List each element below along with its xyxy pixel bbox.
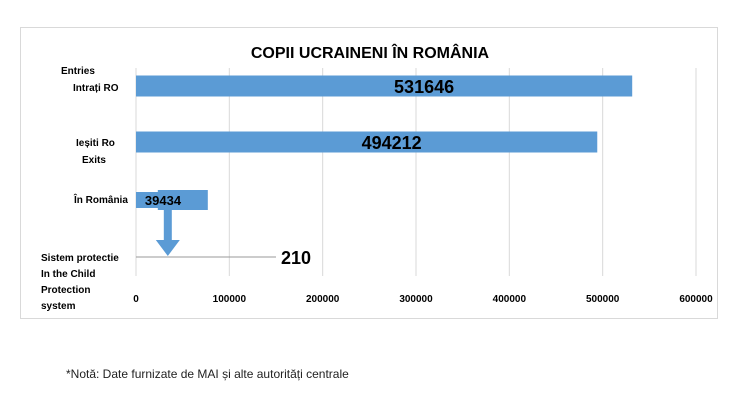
category-label: În România: [73, 193, 128, 206]
x-tick-label: 400000: [493, 294, 527, 305]
value-label-box: [157, 190, 208, 210]
x-tick-label: 200000: [306, 294, 340, 305]
category-label: Exits: [82, 155, 106, 166]
arrow-shaft: [163, 208, 172, 244]
arrow-head: [155, 240, 180, 256]
bar: [136, 131, 598, 153]
category-label: Ieșiti Ro: [76, 138, 115, 149]
category-label: In the Child: [41, 269, 95, 280]
chart-frame: 0 100000 200000 300000 400000 500000 600000 Ent…: [20, 27, 718, 319]
bar: [136, 75, 633, 97]
value-label: 494212: [362, 133, 422, 153]
x-tick-label: 0: [133, 294, 139, 305]
value-label: 39434: [145, 193, 182, 208]
category-label: Entries: [61, 66, 95, 77]
x-tick-label: 500000: [586, 294, 620, 305]
value-label: 531646: [394, 77, 454, 97]
x-tick-label: 600000: [679, 294, 713, 305]
value-label: 210: [281, 248, 311, 268]
category-label: Sistem protectie: [41, 253, 119, 264]
x-tick-label: 300000: [399, 294, 433, 305]
category-label: Protection: [41, 285, 90, 296]
x-tick-label: 100000: [213, 294, 247, 305]
chart-title: COPII UCRAINENI ÎN ROMÂNIA: [251, 43, 490, 62]
bar-chart: 0 100000 200000 300000 400000 500000 600000 Ent…: [41, 43, 713, 312]
category-label: system: [41, 301, 76, 312]
category-label: Intrați RO: [73, 83, 119, 94]
footnote: *Notă: Date furnizate de MAI și alte aut…: [66, 367, 349, 381]
